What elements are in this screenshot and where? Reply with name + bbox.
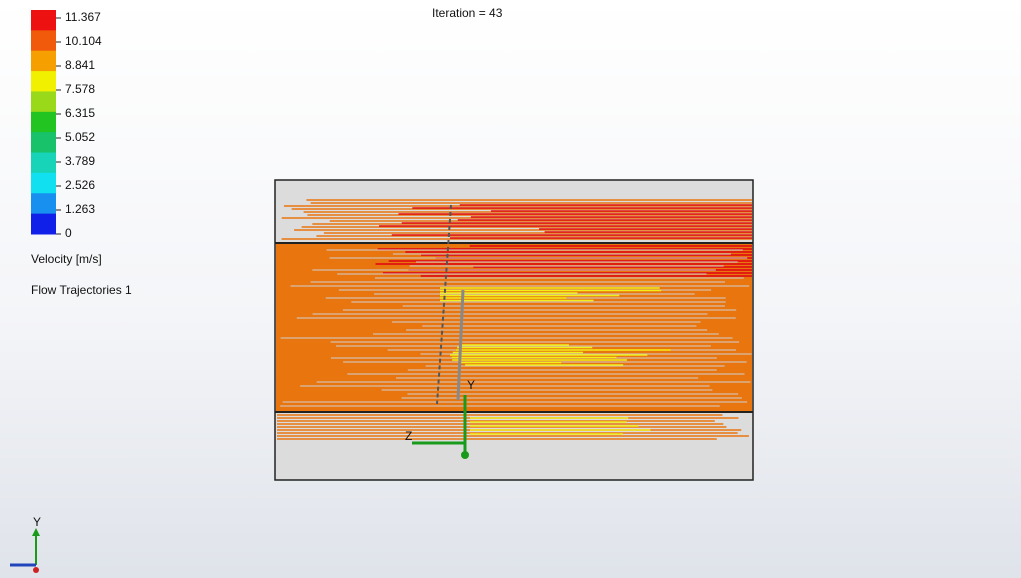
legend-label: 10.104 xyxy=(65,34,102,48)
legend-label: 2.526 xyxy=(65,178,95,192)
legend-label: 0 xyxy=(65,226,72,240)
iteration-label: Iteration = 43 xyxy=(432,6,503,20)
legend-label: 5.052 xyxy=(65,130,95,144)
color-swatch xyxy=(31,91,56,112)
color-swatch xyxy=(31,71,56,92)
legend-quantity: Velocity [m/s] xyxy=(31,252,102,266)
color-swatch xyxy=(31,214,56,235)
legend-feature: Flow Trajectories 1 xyxy=(31,283,132,297)
triad-origin xyxy=(461,451,469,459)
viewport: Iteration = 43 11.367 10.104 8.841 7.578 6.3… xyxy=(0,0,1021,578)
triad-label: Y xyxy=(33,515,41,529)
legend-label: 11.367 xyxy=(65,10,101,24)
color-swatch xyxy=(31,51,56,72)
color-swatch xyxy=(31,112,56,133)
legend-label: 8.841 xyxy=(65,58,95,72)
color-swatch xyxy=(31,10,56,31)
legend-label: 1.263 xyxy=(65,202,95,216)
model xyxy=(275,180,753,480)
page: Iteration = 43 11.367 10.104 8.841 7.578 6.3… xyxy=(0,0,1021,578)
triad-x xyxy=(33,567,39,573)
color-swatch xyxy=(31,153,56,174)
triad-label: Z xyxy=(405,429,412,443)
legend-label: 6.315 xyxy=(65,106,95,120)
legend-label: 3.789 xyxy=(65,154,95,168)
triad-label: Y xyxy=(467,378,475,392)
color-swatch xyxy=(31,173,56,194)
legend-label: 7.578 xyxy=(65,82,95,96)
color-swatch xyxy=(31,30,56,51)
color-swatch xyxy=(31,193,56,214)
color-swatch xyxy=(31,132,56,153)
